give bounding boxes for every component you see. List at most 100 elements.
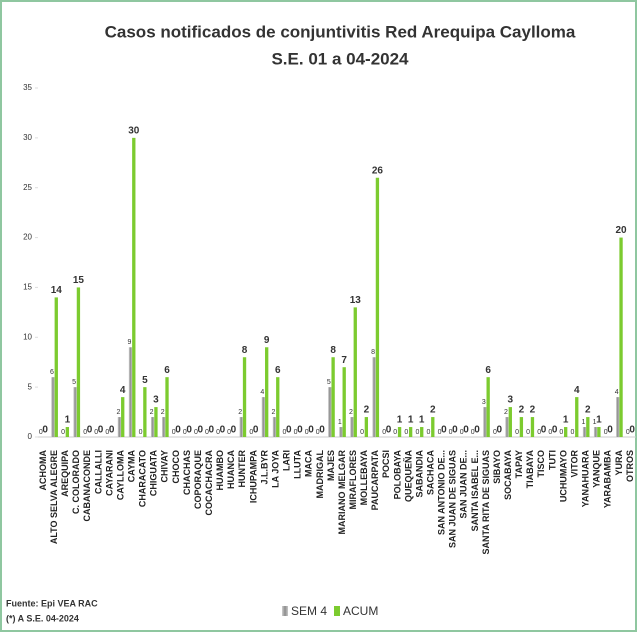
data-label: 0 xyxy=(559,429,563,436)
bar xyxy=(505,417,509,437)
x-tick-label: SIBAYO xyxy=(492,450,502,484)
data-label: 0 xyxy=(496,425,502,436)
data-label: 0 xyxy=(415,429,419,436)
data-label: 4 xyxy=(574,385,580,396)
x-tick-label: OTROS xyxy=(625,450,635,482)
data-label: 1 xyxy=(419,415,425,426)
data-label: 0 xyxy=(626,429,630,436)
x-tick-label: CHARACATO xyxy=(138,450,148,507)
x-tick-label: SANTA RITA DE SIGUAS xyxy=(481,450,491,555)
data-label: 0 xyxy=(552,425,558,436)
data-label: 9 xyxy=(264,335,270,346)
x-tick-label: CHIGUATA xyxy=(149,450,159,497)
bar xyxy=(586,417,590,437)
data-label: 7 xyxy=(341,355,347,366)
data-label: 0 xyxy=(286,425,292,436)
x-tick-label: ACHOMA xyxy=(38,450,48,491)
x-tick-label: PAUCARPATA xyxy=(370,449,380,510)
data-label: 1 xyxy=(596,415,602,426)
x-tick-label: SABANDIA xyxy=(414,450,424,498)
data-label: 6 xyxy=(485,365,491,376)
bar xyxy=(372,357,376,437)
data-label: 0 xyxy=(386,425,392,436)
x-tick-label: CAYLLOMA xyxy=(115,450,125,501)
data-label: 0 xyxy=(83,429,87,436)
data-label: 5 xyxy=(72,379,76,386)
bar xyxy=(339,427,343,437)
data-label: 2 xyxy=(519,405,525,416)
data-label: 0 xyxy=(175,425,181,436)
data-label: 0 xyxy=(393,429,397,436)
data-label: 1 xyxy=(593,419,597,426)
data-label: 9 xyxy=(128,339,132,346)
data-label: 0 xyxy=(94,429,98,436)
data-label: 0 xyxy=(105,429,109,436)
data-label: 0 xyxy=(231,425,237,436)
data-label: 0 xyxy=(474,425,480,436)
x-tick-label: ALTO SELVA ALEGRE xyxy=(49,450,59,544)
bar xyxy=(143,387,147,437)
y-tick-label: 25 xyxy=(23,183,32,192)
data-label: 0 xyxy=(297,425,303,436)
data-label: 0 xyxy=(526,429,530,436)
bar xyxy=(575,397,579,437)
bar xyxy=(408,427,413,437)
data-label: 0 xyxy=(172,429,176,436)
x-tick-label: CAYARANI xyxy=(104,450,114,496)
data-label: 0 xyxy=(382,429,386,436)
data-label: 2 xyxy=(150,409,154,416)
x-tick-label: VITOR xyxy=(569,450,579,478)
data-label: 0 xyxy=(42,425,48,436)
y-tick-label: 15 xyxy=(23,283,32,292)
data-label: 2 xyxy=(161,409,165,416)
data-label: 0 xyxy=(87,425,93,436)
data-label: 3 xyxy=(482,399,486,406)
bar xyxy=(616,397,620,437)
data-label: 2 xyxy=(238,409,242,416)
bar xyxy=(619,237,623,437)
data-label: 6 xyxy=(164,365,170,376)
x-tick-label: HUAMBO xyxy=(215,450,225,491)
data-label: 2 xyxy=(349,409,353,416)
data-label: 4 xyxy=(615,389,619,396)
x-tick-label: LLUTA xyxy=(293,450,303,479)
data-label: 2 xyxy=(585,405,591,416)
x-tick-label: SACHACA xyxy=(426,449,436,495)
data-label: 26 xyxy=(372,165,384,176)
data-label: 0 xyxy=(39,429,43,436)
x-tick-label: MADRIGAL xyxy=(315,450,325,499)
data-label: 0 xyxy=(629,425,635,436)
x-tick-label: YANQUE xyxy=(592,450,602,488)
footnote: Fuente: Epi VEA RAC xyxy=(6,598,98,608)
bar xyxy=(530,417,535,437)
data-label: 2 xyxy=(271,409,275,416)
x-tick-label: CABANACONDE xyxy=(82,450,92,522)
x-tick-label: MARIANO MELGAR xyxy=(337,450,347,535)
bar xyxy=(76,287,81,437)
data-label: 6 xyxy=(50,369,54,376)
data-label: 0 xyxy=(283,429,287,436)
x-tick-label: MOLLEBAYA xyxy=(359,450,369,506)
data-label: 1 xyxy=(408,415,414,426)
data-label: 0 xyxy=(294,429,298,436)
x-tick-label: TUTI xyxy=(547,450,557,470)
data-label: 1 xyxy=(338,419,342,426)
data-label: 3 xyxy=(153,395,159,406)
bar xyxy=(582,427,587,437)
bar xyxy=(128,347,133,437)
bar xyxy=(483,407,487,437)
x-tick-label: SOCABAYA xyxy=(503,450,513,500)
bar xyxy=(486,377,490,437)
bar xyxy=(328,387,332,437)
x-tick-label: SAN ANTONIO DE... xyxy=(437,450,447,535)
bar xyxy=(508,407,512,437)
data-label: 0 xyxy=(607,425,613,436)
y-tick-label: 30 xyxy=(23,133,32,142)
x-tick-label: UCHUMAYO xyxy=(558,450,568,502)
y-tick-label: 0 xyxy=(28,432,33,441)
data-label: 2 xyxy=(430,405,436,416)
data-label: 0 xyxy=(220,425,226,436)
data-label: 0 xyxy=(316,429,320,436)
x-tick-label: TISCO xyxy=(536,450,546,478)
data-label: 2 xyxy=(530,405,536,416)
